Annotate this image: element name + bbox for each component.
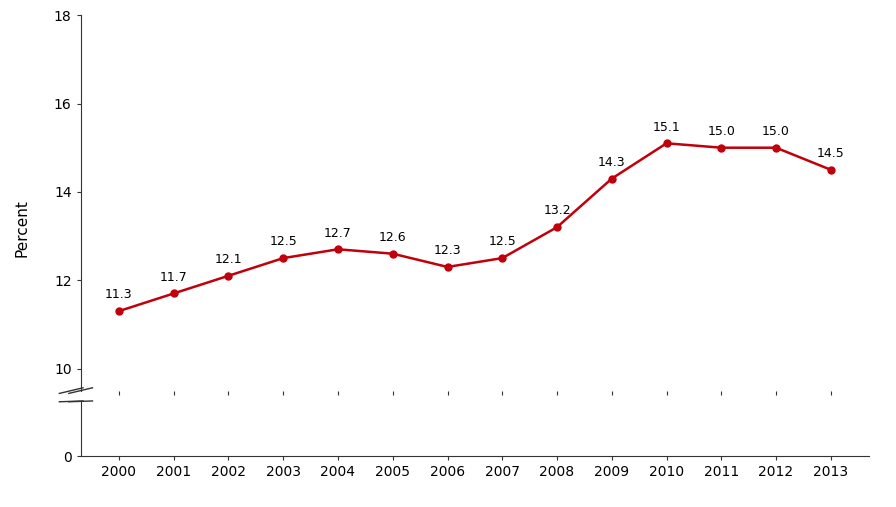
Text: 13.2: 13.2: [543, 204, 571, 218]
Text: 15.0: 15.0: [762, 125, 790, 138]
Text: 12.6: 12.6: [379, 231, 407, 244]
Text: 12.3: 12.3: [434, 244, 461, 257]
Text: 12.5: 12.5: [488, 235, 516, 248]
Text: 12.5: 12.5: [270, 235, 297, 248]
Text: 12.1: 12.1: [215, 253, 242, 266]
Text: 12.7: 12.7: [324, 227, 352, 240]
Text: 11.3: 11.3: [105, 288, 133, 301]
Text: 15.0: 15.0: [707, 125, 736, 138]
Text: 15.1: 15.1: [652, 121, 680, 133]
Text: Percent: Percent: [15, 199, 30, 257]
Text: 14.3: 14.3: [598, 156, 625, 169]
Text: 11.7: 11.7: [159, 271, 187, 284]
Text: 14.5: 14.5: [817, 147, 845, 160]
